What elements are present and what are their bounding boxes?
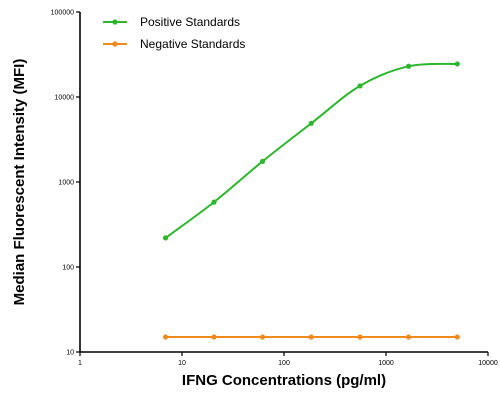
data-point: [357, 83, 363, 89]
series-layer: [162, 61, 460, 340]
x-axis-title: IFNG Concentrations (pg/ml): [182, 372, 386, 389]
y-tick-label: 10000: [55, 95, 75, 102]
x-tick-label: 10: [178, 360, 186, 367]
x-tick-label: 1000: [378, 360, 394, 367]
legend-marker: [112, 41, 118, 47]
data-point: [211, 199, 217, 205]
legend: Positive Standards Negative Standards: [103, 15, 245, 51]
x-tick-label: 10000: [478, 360, 498, 367]
data-point: [406, 334, 412, 340]
data-point: [357, 334, 363, 340]
data-point: [308, 120, 314, 126]
legend-label: Positive Standards: [140, 15, 240, 29]
legend-marker: [112, 19, 118, 25]
x-tick-label: 1: [78, 360, 82, 367]
data-point: [454, 334, 460, 340]
y-tick-label: 100000: [51, 10, 74, 17]
legend-label: Negative Standards: [140, 37, 245, 51]
data-point: [308, 334, 314, 340]
ticks: 1 10 100 1000 10000 10 100 1000 10000 100000: [51, 10, 498, 368]
y-tick-label: 1000: [58, 180, 74, 187]
y-axis-title: Median Fluorescent Intensity (MFI): [11, 59, 28, 306]
x-tick-label: 100: [278, 360, 290, 367]
data-point: [454, 61, 460, 67]
data-point: [260, 334, 266, 340]
data-point: [260, 158, 266, 164]
y-tick-label: 10: [66, 350, 74, 357]
data-point: [162, 235, 169, 241]
data-point: [211, 334, 217, 340]
y-tick-label: 100: [62, 265, 74, 272]
axes: [79, 12, 488, 353]
data-point: [406, 63, 412, 69]
data-point: [162, 334, 169, 340]
series-line-0: [165, 62, 458, 239]
